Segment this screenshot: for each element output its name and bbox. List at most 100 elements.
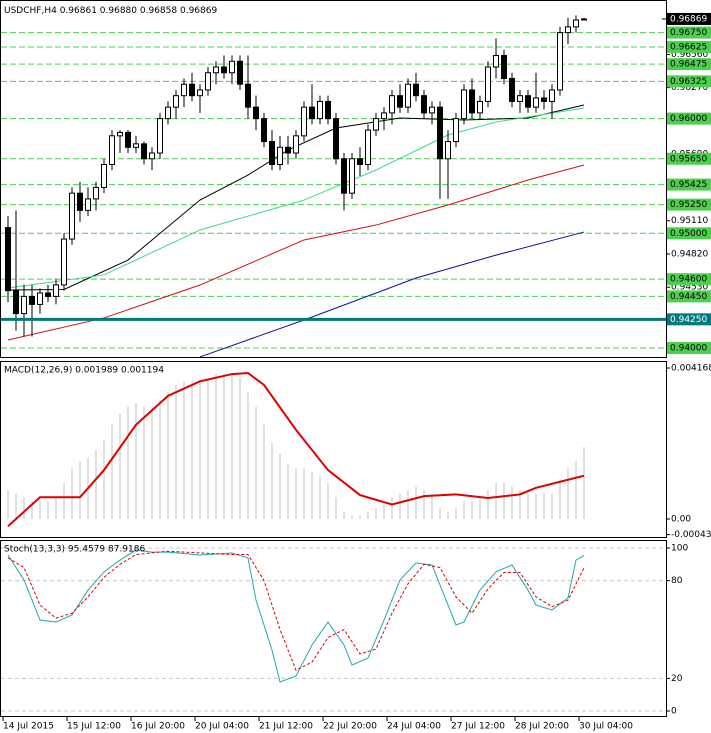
candle-body: [197, 89, 203, 97]
candle-body: [253, 106, 259, 120]
candle-body: [45, 292, 51, 297]
candle-body: [213, 66, 219, 74]
x-tick-label: 28 Jul 20:00: [515, 722, 569, 732]
candle-body: [245, 83, 251, 108]
indicator-line: [7, 549, 585, 683]
level-label-bg: [667, 75, 711, 88]
candle-body: [453, 118, 459, 143]
y-tick-label: 100: [671, 543, 688, 553]
candle-body: [125, 131, 131, 148]
indicator-line: [7, 371, 585, 527]
candle-body: [373, 118, 379, 131]
high: 0.96880: [100, 6, 137, 16]
candle-body: [29, 295, 35, 305]
level-label: 0.96325: [670, 77, 707, 87]
indicator-line: [7, 107, 585, 289]
macd-title: MACD(12,26,9) 0.001989 0.001194: [4, 366, 164, 376]
level-label: 0.95425: [670, 180, 707, 190]
level-label-bg: [667, 152, 711, 165]
level-label-bg: [667, 198, 711, 211]
y-tick-label: 0.94530: [671, 283, 708, 293]
x-tick-label: 21 Jul 12:00: [259, 722, 313, 732]
candle-body: [133, 143, 139, 148]
level-label-bg: [667, 112, 711, 125]
candle-body: [325, 100, 331, 120]
level-label: 0.96475: [670, 60, 707, 70]
level-label: 0.94600: [670, 275, 707, 285]
candle-body: [341, 158, 347, 194]
candle-body: [333, 118, 339, 160]
candle-body: [85, 198, 91, 211]
level-label-bg: [667, 290, 711, 303]
candle-body: [493, 55, 499, 68]
candle-body: [405, 83, 411, 108]
y-tick-label: 0.95110: [671, 216, 708, 226]
macd-panel: [0, 361, 667, 538]
y-tick-label: 0.96270: [671, 83, 708, 93]
x-tick-label: 20 Jul 04:00: [195, 722, 249, 732]
candle-body: [349, 158, 355, 194]
candle-body: [365, 129, 371, 165]
candle-body: [165, 106, 171, 120]
y-tick-label: 0.00: [671, 514, 691, 524]
level-label-bg: [667, 58, 711, 71]
support-label: 0.94250: [670, 315, 707, 325]
candle-body: [229, 60, 235, 74]
candle-body: [557, 32, 563, 91]
level-label: 0.95000: [670, 229, 707, 239]
x-tick-label: 24 Jul 04:00: [387, 722, 441, 732]
candle-body: [189, 83, 195, 97]
candle-body: [565, 26, 571, 34]
symbol: USDCHF,H4: [4, 6, 57, 16]
level-label-bg: [667, 178, 711, 191]
candle-body: [277, 146, 283, 165]
candle-body: [549, 89, 555, 102]
candle-body: [317, 100, 323, 120]
candle-body: [93, 186, 99, 200]
level-label: 0.95650: [670, 154, 707, 164]
candle-body: [237, 60, 243, 85]
main-panel: [0, 0, 667, 358]
candle-body: [469, 89, 475, 114]
candle-body: [205, 72, 211, 91]
indicator-line: [7, 164, 585, 341]
candle-body: [141, 143, 147, 160]
candle-body: [37, 292, 43, 305]
y-tick-label: 0: [671, 706, 677, 716]
level-label-bg: [667, 26, 711, 39]
level-label: 0.95250: [670, 200, 707, 210]
x-tick-label: 16 Jul 20:00: [131, 722, 185, 732]
level-label: 0.96750: [670, 28, 707, 38]
candle-body: [157, 118, 163, 154]
candle-body: [397, 95, 403, 108]
candle-body: [61, 238, 67, 286]
candle-body: [269, 141, 275, 165]
candle-body: [357, 158, 363, 165]
candle-body: [101, 163, 107, 188]
candle-body: [173, 95, 179, 108]
candle-body: [293, 135, 299, 154]
candle-body: [525, 95, 531, 108]
x-tick-label: 27 Jul 12:00: [451, 722, 505, 732]
stoch-panel: [0, 540, 667, 717]
candle-body: [109, 135, 115, 165]
x-tick-label: 15 Jul 12:00: [67, 722, 121, 732]
level-label: 0.94450: [670, 292, 707, 302]
candle-body: [533, 97, 539, 108]
support-label-bg: [667, 313, 711, 326]
candle-body: [285, 146, 291, 154]
open: 0.96861: [60, 6, 97, 16]
low: 0.96858: [140, 6, 177, 16]
stoch-title: Stoch(13,3,3) 95.4579 87.9186: [4, 545, 145, 555]
candle-body: [421, 95, 427, 114]
level-label-bg: [667, 341, 711, 354]
level-label-bg: [667, 227, 711, 240]
candle-body: [77, 192, 83, 211]
candle-body: [261, 118, 267, 143]
y-tick-label: 80: [671, 576, 683, 586]
candle-body: [445, 141, 451, 160]
candle-body: [501, 55, 507, 79]
level-label-bg: [667, 40, 711, 53]
